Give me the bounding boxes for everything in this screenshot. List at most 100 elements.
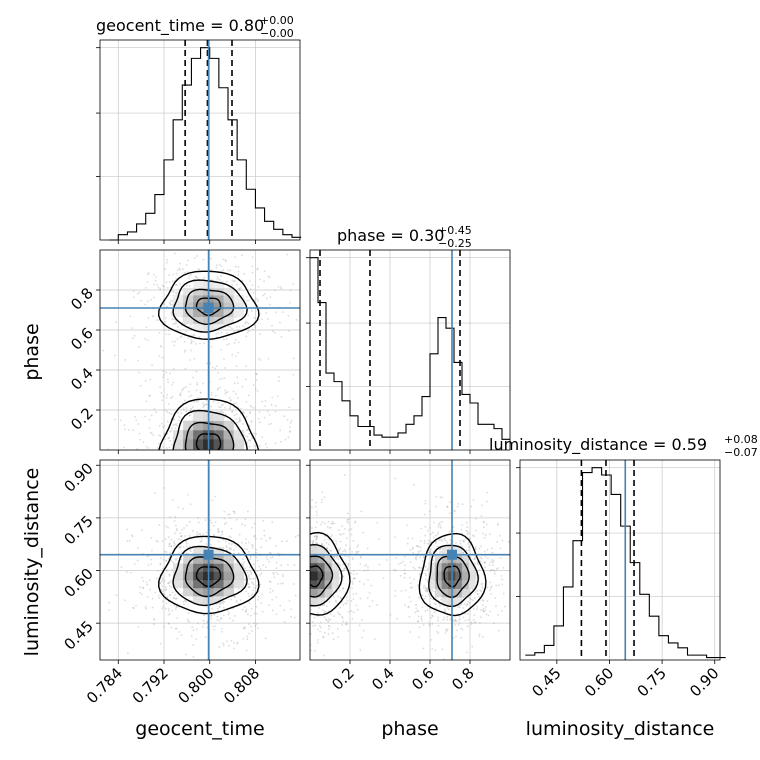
- sample-point: [175, 283, 177, 286]
- sample-point: [301, 557, 303, 559]
- sample-point: [228, 343, 231, 345]
- sample-point: [304, 604, 306, 606]
- sample-point: [174, 608, 177, 610]
- sample-point: [336, 555, 339, 558]
- sample-point: [175, 557, 178, 560]
- sample-point: [495, 584, 498, 587]
- sample-point: [476, 605, 479, 608]
- sample-point: [246, 548, 249, 551]
- sample-point: [303, 616, 305, 618]
- sample-point: [321, 543, 324, 546]
- sample-point: [339, 589, 342, 592]
- sample-point: [362, 629, 365, 632]
- sample-point: [497, 523, 499, 525]
- sample-point: [288, 583, 290, 585]
- sample-point: [371, 599, 374, 602]
- sample-point: [347, 529, 350, 531]
- sample-point: [477, 593, 479, 595]
- sample-point: [190, 467, 192, 469]
- sample-point: [132, 500, 134, 502]
- sample-point: [446, 506, 449, 509]
- sample-point: [289, 549, 291, 551]
- sample-point: [347, 565, 349, 568]
- sample-point: [290, 567, 292, 569]
- sample-point: [277, 286, 280, 288]
- density-pixel: [468, 562, 476, 572]
- density-pixel: [455, 562, 463, 572]
- sample-point: [170, 585, 173, 588]
- density-pixel: [193, 571, 204, 581]
- sample-point: [283, 609, 286, 612]
- sample-point: [199, 501, 201, 503]
- sample-point: [195, 389, 198, 392]
- sample-point: [249, 571, 252, 573]
- sample-point: [186, 271, 189, 274]
- sample-point: [294, 568, 296, 570]
- sample-point: [221, 377, 224, 380]
- sample-point: [291, 619, 293, 621]
- sample-point: [277, 608, 279, 610]
- sample-point: [231, 451, 233, 453]
- sample-point: [145, 581, 148, 584]
- sample-point: [150, 536, 153, 539]
- sample-point: [200, 482, 202, 484]
- sample-point: [175, 529, 178, 532]
- sample-point: [226, 473, 228, 475]
- sample-point: [292, 579, 294, 581]
- sample-point: [250, 421, 253, 424]
- sample-point: [461, 628, 464, 631]
- sample-point: [300, 545, 302, 547]
- sample-point: [216, 264, 218, 267]
- sample-point: [174, 543, 176, 546]
- sample-point: [189, 323, 192, 326]
- sample-point: [206, 461, 208, 463]
- sample-point: [259, 583, 262, 586]
- sample-point: [167, 622, 170, 625]
- sample-point: [214, 367, 217, 370]
- sample-point: [193, 452, 195, 454]
- sample-point: [253, 432, 255, 435]
- sample-point: [341, 525, 344, 528]
- sample-point: [196, 622, 199, 625]
- sample-point: [187, 483, 189, 485]
- sample-point: [282, 573, 284, 576]
- sample-point: [222, 642, 224, 645]
- sample-point: [448, 530, 451, 533]
- sample-point: [486, 548, 489, 551]
- sample-point: [217, 401, 220, 404]
- sample-point: [176, 617, 179, 619]
- sample-point: [461, 611, 464, 613]
- sample-point: [470, 505, 473, 508]
- density-pixel: [183, 458, 194, 468]
- sample-point: [261, 566, 263, 568]
- sample-point: [429, 526, 431, 529]
- sample-point: [159, 447, 162, 450]
- sample-point: [127, 652, 129, 655]
- sample-point: [315, 423, 317, 425]
- density-pixel: [193, 458, 204, 468]
- sample-point: [170, 580, 173, 583]
- sample-point: [474, 621, 477, 623]
- contour-line: [310, 555, 334, 598]
- sample-point: [288, 301, 291, 304]
- sample-point: [251, 544, 254, 547]
- sample-point: [335, 600, 337, 603]
- sample-point: [225, 260, 227, 263]
- sample-point: [244, 434, 247, 437]
- sample-point: [448, 512, 451, 515]
- sample-point: [229, 405, 232, 407]
- sample-point: [406, 542, 409, 545]
- sample-point: [250, 419, 253, 422]
- sample-point: [235, 413, 238, 416]
- density-pixel: [310, 579, 318, 589]
- sample-point: [425, 574, 428, 577]
- sample-point: [168, 412, 171, 414]
- sample-point: [177, 490, 179, 492]
- sample-point: [174, 340, 177, 343]
- sample-point: [232, 468, 234, 470]
- sample-point: [185, 284, 188, 287]
- sample-point: [188, 466, 190, 468]
- sample-point: [199, 532, 202, 535]
- sample-point: [321, 498, 324, 501]
- sample-point: [446, 606, 449, 609]
